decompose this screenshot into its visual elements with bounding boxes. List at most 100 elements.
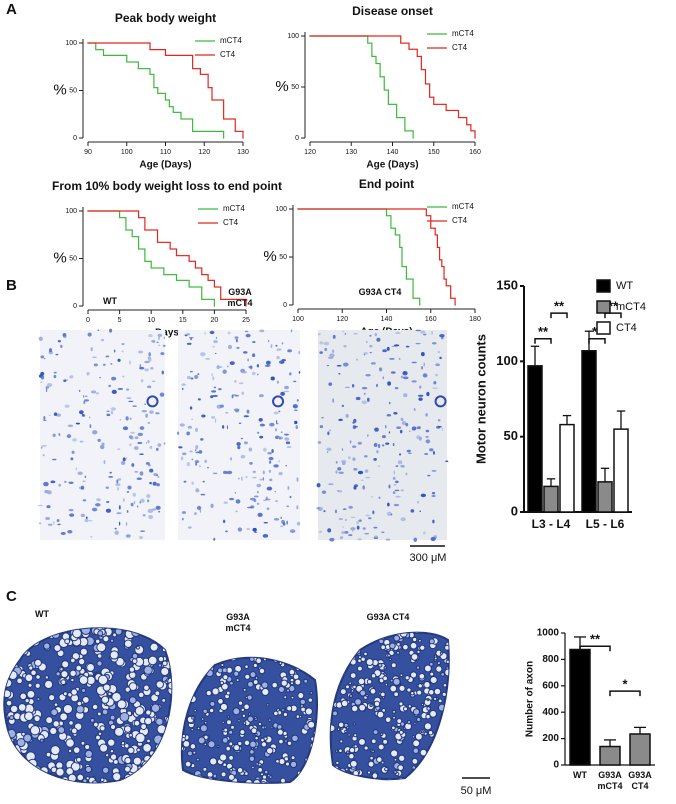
stain-dot [40,381,43,383]
axon [134,706,145,716]
axon [307,720,316,729]
stain-dot [316,507,320,509]
axon [448,721,449,726]
axon [242,687,247,692]
y-tick-label: 150 [496,277,518,292]
axon [70,657,76,664]
axon [292,649,294,651]
axon [434,738,438,742]
axon [57,726,66,734]
stain-dot [377,465,381,467]
axon [318,713,321,716]
axon [107,738,116,747]
stain-dot [400,489,404,492]
stain-dot [99,376,101,379]
axon [353,744,358,749]
x-tick-label: 140 [381,316,393,323]
stain-dot [385,442,390,445]
stain-dot [410,509,415,513]
stain-dot [268,456,274,461]
stain-dot [275,420,278,424]
stain-dot [43,481,49,487]
stain-dot [353,333,358,335]
stain-dot [249,461,253,465]
axon [4,661,10,668]
stain-dot [273,464,279,468]
axon [282,711,289,718]
stain-dot [252,527,257,532]
axon [348,641,353,646]
axon [416,689,423,696]
stain-dot [280,431,283,434]
axon [208,707,215,714]
y-tick-label: 100 [65,208,77,215]
stain-dot [99,444,105,450]
stain-dot [393,470,396,475]
micrograph [318,330,447,540]
axon [423,731,428,736]
axon [89,717,95,723]
stain-dot [147,385,152,389]
stain-dot [217,366,223,368]
stain-dot [374,427,379,432]
axon [265,781,270,783]
stain-dot [265,498,271,501]
axon [316,744,318,751]
stain-dot [397,460,403,465]
axon [221,667,228,674]
x-tick-label: 160 [469,149,481,156]
stain-dot [326,364,330,367]
axon [24,711,34,721]
stain-dot [130,502,134,507]
axon [365,781,370,786]
axon [44,773,50,780]
axon [348,681,352,686]
stain-dot [413,537,418,542]
axon [442,682,448,688]
stain-dot [194,460,200,464]
stain-dot [352,422,355,424]
stain-dot [111,389,117,395]
x-tick-label: 25 [242,317,250,324]
y-tick-label: 400 [542,707,559,718]
axon [345,653,350,658]
axon [237,700,244,706]
stain-dot [48,414,51,417]
axon [438,745,442,749]
axon [39,738,44,743]
axon [219,702,228,711]
axon [420,773,428,780]
stain-dot [132,492,136,497]
stain-dot [344,333,347,335]
stain-dot [80,485,85,490]
axon [343,633,351,641]
axon [143,665,153,675]
axon [311,653,314,656]
stain-dot [431,491,436,495]
axon [393,634,401,642]
x-tick-label: G93A CT4 [628,770,652,791]
stain-dot [326,451,329,453]
stain-dot [420,493,426,498]
stain-dot [195,490,200,492]
axon [380,691,386,698]
stain-dot [378,496,381,500]
stain-dot [212,472,218,475]
axon [241,651,245,655]
stain-dot [95,503,101,507]
axon [8,747,16,755]
axon [330,661,335,670]
stain-dot [200,352,206,357]
stain-dot [123,498,125,502]
axon [76,773,85,782]
axon [50,708,59,717]
stain-dot [125,522,128,527]
axon [37,775,43,781]
axon [303,678,309,684]
axon [349,672,357,680]
axon [167,769,172,779]
axon [109,638,115,643]
stain-dot [441,427,444,431]
axon [176,735,180,739]
